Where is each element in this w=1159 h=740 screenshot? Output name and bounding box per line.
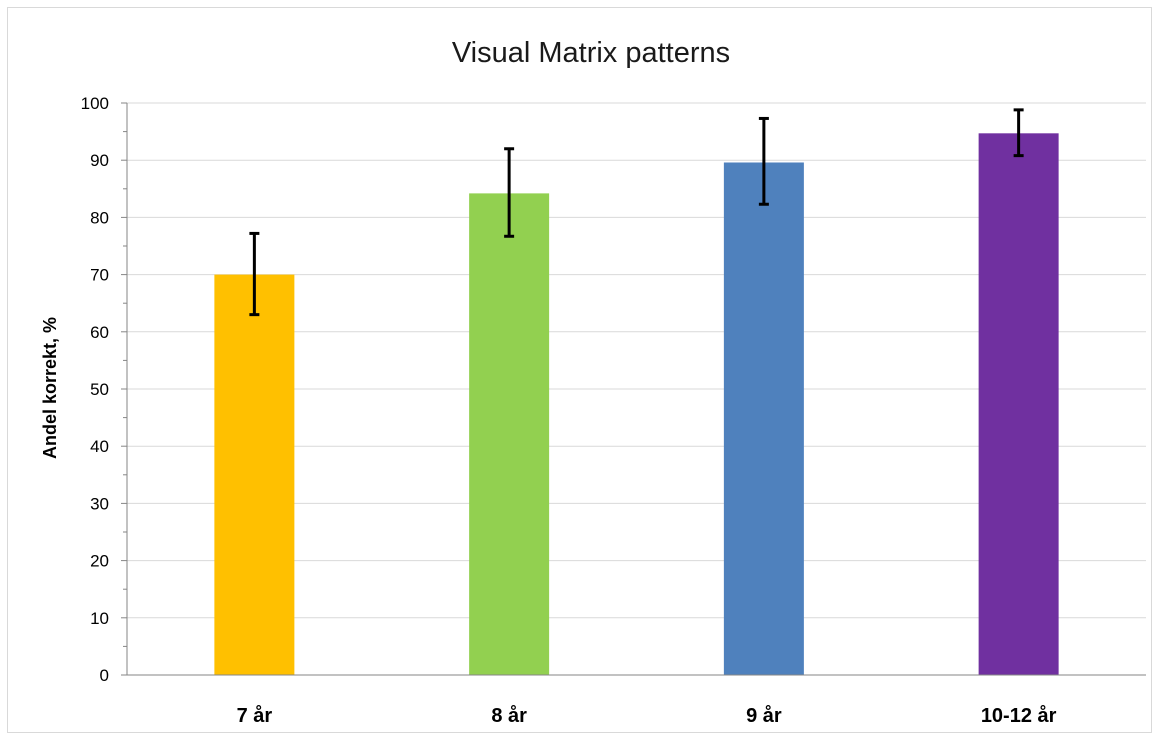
y-tick-label: 90: [90, 151, 109, 170]
y-tick-label: 100: [81, 94, 109, 113]
x-tick-label: 9 år: [746, 704, 782, 727]
chart-title: Visual Matrix patterns: [452, 37, 730, 69]
x-tick-label: 10-12 år: [981, 704, 1057, 727]
chart-frame: [7, 7, 1152, 733]
gridlines: [127, 102, 1146, 619]
y-tick-label: 50: [90, 380, 109, 399]
y-axis-label: Andel korrekt, %: [40, 317, 60, 459]
x-tick-label: 7 år: [237, 704, 273, 727]
y-tick-label: 0: [100, 666, 109, 685]
y-tick-label: 70: [90, 266, 109, 285]
y-tick-label: 60: [90, 323, 109, 342]
bar: [978, 133, 1059, 676]
y-tick-label: 20: [90, 552, 109, 571]
y-tick-label: 10: [90, 609, 109, 628]
y-tick-label: 40: [90, 437, 109, 456]
tick-labels: 0 10 20 30 40 50 60 70 80 90 100 7 år 8 år 9 år 10-12 …: [81, 94, 1057, 727]
bar: [723, 162, 804, 675]
bars: [214, 108, 1059, 676]
axes: [121, 102, 1146, 676]
bar: [469, 193, 550, 675]
y-tick-label: 30: [90, 494, 109, 513]
bar: [214, 274, 295, 675]
y-tick-label: 80: [90, 208, 109, 227]
x-tick-label: 8 år: [491, 704, 527, 727]
